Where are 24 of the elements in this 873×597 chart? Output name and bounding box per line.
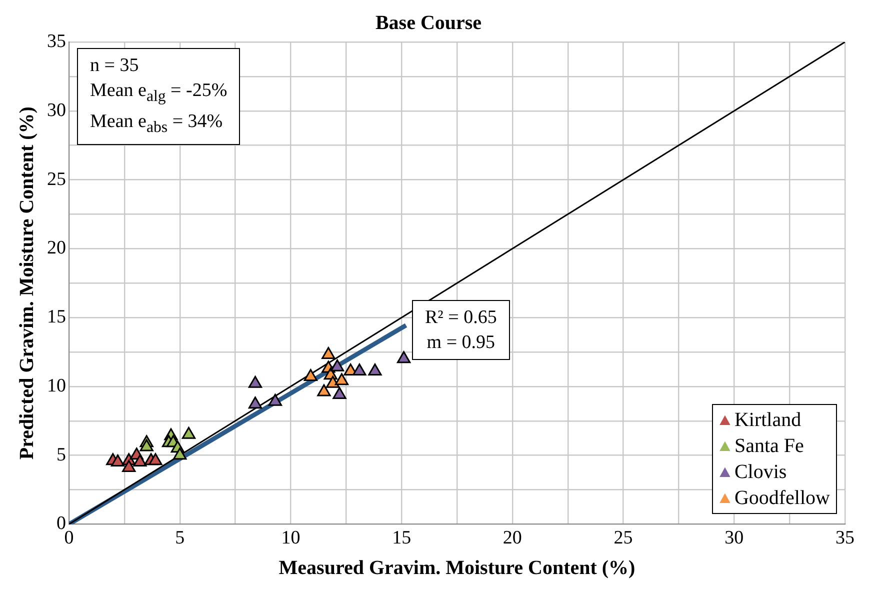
legend-label: Santa Fe	[734, 434, 804, 460]
annotation: R² = 0.65 m = 0.95	[412, 300, 510, 360]
y-tick-label: 5	[56, 444, 66, 466]
y-tick-label: 35	[47, 30, 66, 52]
text: n = 35 Mean e$_{alg}$ = -25% Mean e$_{abs}$ = 34%	[90, 55, 228, 136]
legend-label: Kirtland	[734, 408, 802, 434]
x-tick-label: 15	[392, 528, 412, 549]
x-axis-title: Measured Gravim. Moisture Content (%)	[278, 557, 636, 580]
y-axis-title: Predicted Gravim. Moisture Content (%)	[16, 106, 38, 460]
x-tick-label: 35	[836, 528, 854, 549]
legend-label: Goodfellow	[734, 486, 830, 512]
y-tick-label: 15	[47, 306, 66, 328]
y-tick-label: 10	[47, 375, 66, 396]
x-tick-label: 25	[614, 528, 633, 549]
y-tick-label: 30	[47, 100, 66, 121]
y-tick-label: 20	[47, 238, 66, 259]
x-tick-label: 20	[502, 528, 522, 549]
x-tick-label: 10	[281, 528, 300, 549]
y-tick-label: 0	[56, 513, 66, 534]
legend-label: Clovis	[734, 460, 787, 486]
x-tick-label: 30	[724, 528, 744, 549]
y-tick-label: 25	[47, 168, 66, 190]
chart-title: Base Course	[375, 12, 482, 34]
x-tick-label: 5	[175, 528, 185, 549]
